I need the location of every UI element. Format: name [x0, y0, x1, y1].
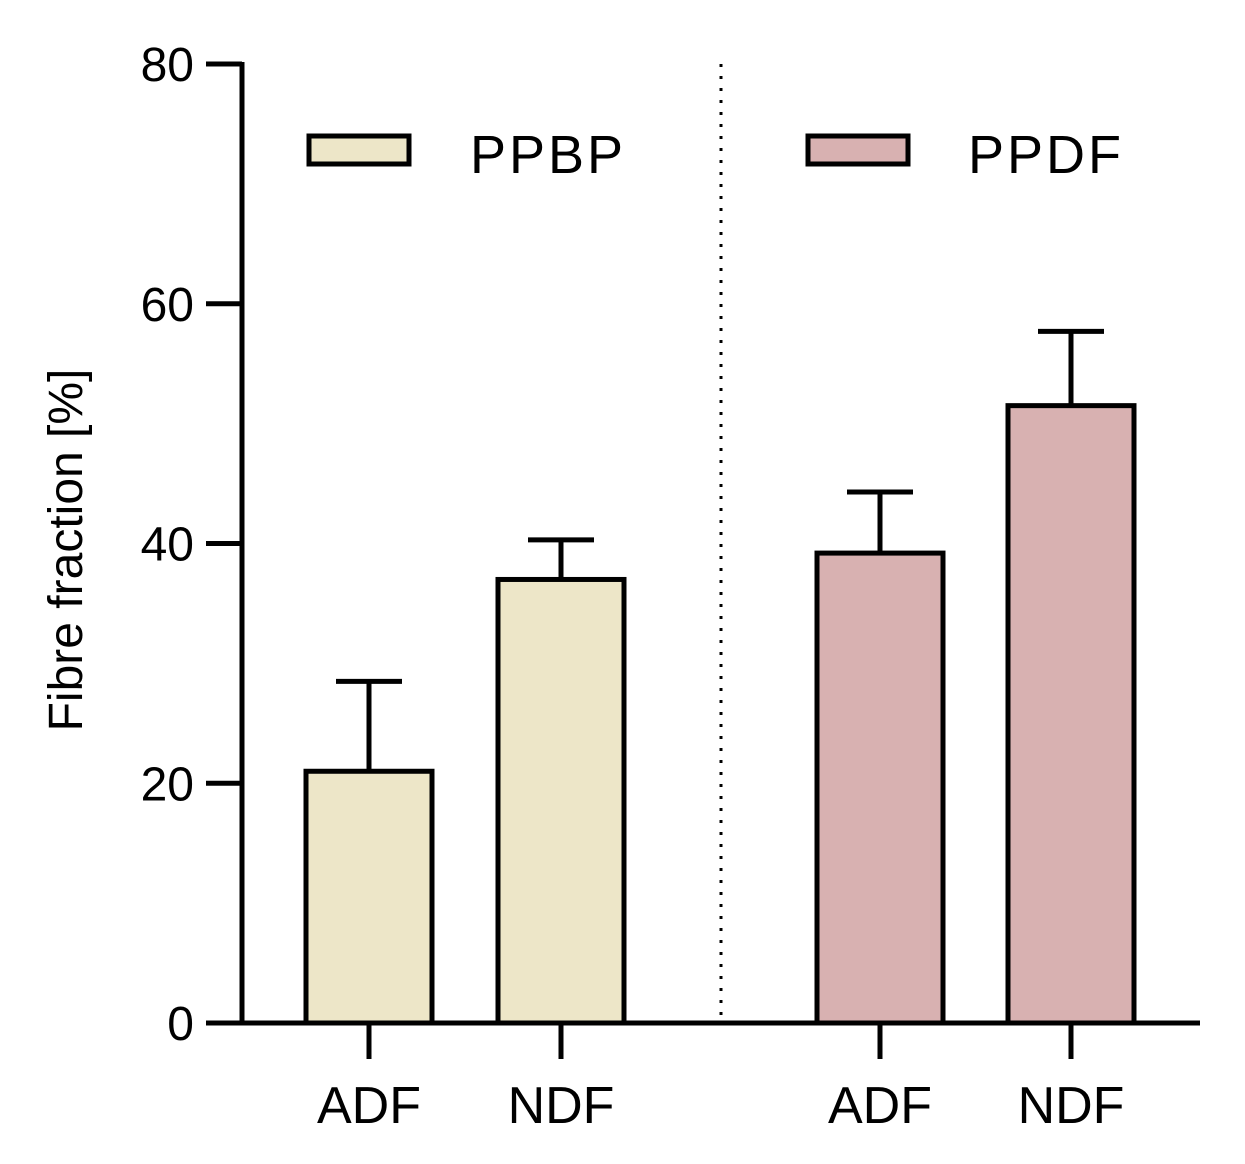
y-tick-label: 0 [167, 998, 194, 1051]
y-tick-label: 40 [141, 519, 194, 572]
bar [303, 768, 435, 1026]
legend-swatch [805, 133, 911, 167]
legend-swatch [306, 133, 412, 167]
y-tick-label: 60 [141, 279, 194, 332]
y-tick-label: 20 [141, 758, 194, 811]
y-axis-title: Fibre fraction [%] [40, 369, 93, 732]
bars [303, 403, 1137, 1026]
error-bars [336, 328, 1104, 772]
legend: PPBP PPDF [306, 125, 1124, 185]
bar [495, 576, 627, 1026]
legend-label: PPBP [470, 125, 626, 185]
y-axis-ticks: 0 20 40 60 80 [141, 39, 242, 1051]
x-tick-label: NDF [508, 1077, 615, 1135]
bar [814, 550, 946, 1026]
legend-label: PPDF [968, 125, 1124, 185]
x-tick-label: ADF [828, 1077, 932, 1135]
y-tick-label: 80 [141, 39, 194, 92]
x-tick-label: ADF [317, 1077, 421, 1135]
x-axis-labels: ADF NDF ADF NDF [317, 1023, 1124, 1135]
bar [1005, 403, 1137, 1026]
x-tick-label: NDF [1018, 1077, 1125, 1135]
